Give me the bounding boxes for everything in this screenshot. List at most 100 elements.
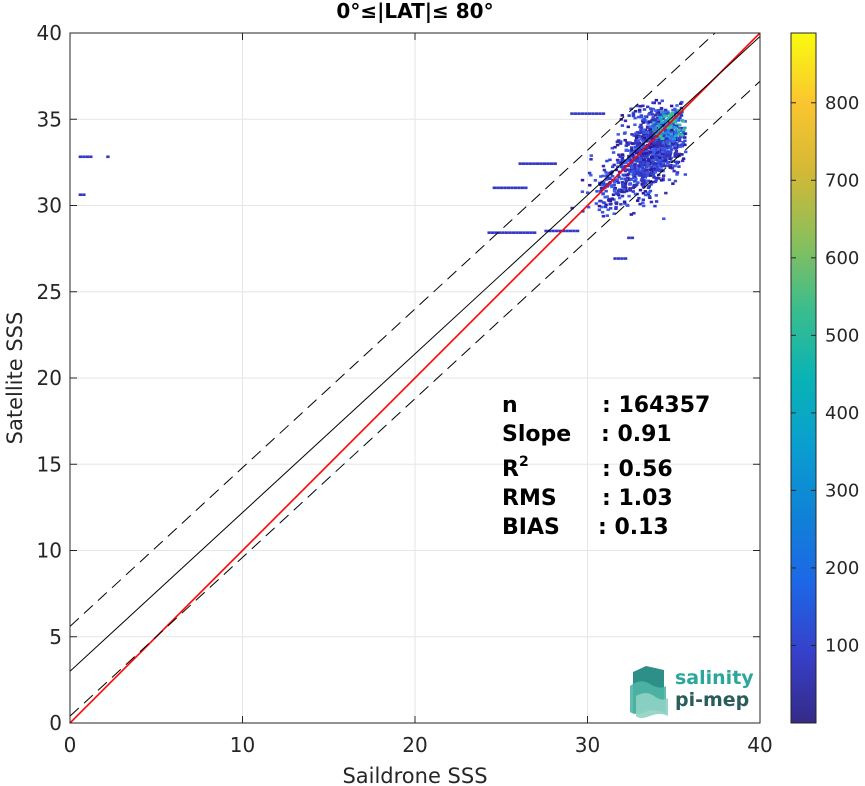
stat-n-label: n [502,393,518,418]
colorbar-tick-label: 200 [825,558,859,579]
density-cell [624,189,629,193]
density-cell-outlier [532,231,537,234]
density-cell [665,112,670,115]
density-cell [679,143,683,147]
density-cell [644,169,648,172]
density-cell [665,147,669,150]
density-cell [683,126,687,130]
density-cell [634,134,638,138]
density-cell [674,124,679,128]
density-cell-outlier [580,112,585,115]
density-cell [631,112,636,116]
density-cell [637,196,641,200]
density-cell-outlier [515,231,519,234]
density-cell [668,113,672,117]
density-cell [644,193,648,197]
density-cell [629,213,634,216]
stat-slope-value: : 0.91 [601,422,672,447]
density-cell [680,133,684,137]
density-cell [604,189,608,193]
density-cell [676,132,680,136]
density-cell [634,159,638,163]
density-cell [641,161,646,165]
x-tick-label: 10 [230,733,255,757]
density-cell [678,145,682,149]
density-cell-outlier [565,229,569,233]
density-cell-outlier [572,229,576,233]
density-cell [601,201,606,204]
density-cell [667,164,671,168]
density-cell [671,137,676,141]
density-cell-outlier [506,186,511,190]
density-cell [660,137,665,141]
density-cell [677,126,681,130]
density-cell [659,178,664,182]
density-cell [642,131,646,135]
density-cell-outlier [539,162,543,165]
density-cell-outlier [547,229,552,233]
density-cell [650,131,654,135]
density-cell [624,148,629,152]
density-cell [629,178,633,181]
density-cell [675,136,679,140]
density-cell-outlier [584,112,588,115]
density-cell [659,133,663,137]
density-cell [605,159,609,163]
density-cell [641,185,646,189]
density-cell [675,144,680,147]
density-cell [605,174,609,178]
density-cell [634,151,639,155]
density-cell [647,168,652,172]
density-cell [633,116,637,120]
density-cell [619,202,623,206]
density-cell [651,173,656,177]
density-cell [610,185,615,189]
density-cell [642,133,646,137]
density-cell [647,191,651,194]
density-cell [667,153,672,156]
density-cell [674,109,678,113]
density-cell [664,128,668,132]
density-cell [656,151,660,155]
density-cell [670,128,674,132]
y-tick-label: 25 [37,280,62,304]
density-cell [601,174,605,178]
density-cell [640,154,644,157]
density-cell-outlier [82,155,86,159]
density-cell [627,194,631,198]
density-cell [640,156,644,160]
density-cell [659,140,663,144]
density-cell [672,169,676,173]
density-cell [645,145,650,149]
density-cell [656,137,661,141]
density-cell [664,191,668,195]
density-cell [646,186,651,190]
density-cell [612,189,617,193]
density-cell [614,207,618,210]
density-cell [680,153,684,156]
density-cell [640,115,644,119]
density-cell [616,139,621,142]
density-cell [641,158,646,162]
density-cell [663,156,667,160]
density-cell [674,117,679,121]
density-cell-outlier [561,229,566,233]
density-cell [663,115,667,118]
density-cell [593,179,598,182]
density-cell-outlier [85,155,90,159]
density-cell [620,114,624,117]
density-cell [681,157,686,161]
density-cell [603,205,608,209]
density-cell [641,168,645,171]
colorbar-tick-label: 800 [825,93,859,114]
density-cell [622,132,627,135]
density-cell [652,162,657,165]
density-cell [675,141,679,145]
density-cell [634,132,638,135]
density-cell [666,133,670,136]
y-axis-label: Satellite SSS [3,312,27,445]
density-cell [654,178,658,182]
density-cell [678,102,683,105]
density-cell [659,106,664,110]
density-cell-outlier [522,162,526,165]
